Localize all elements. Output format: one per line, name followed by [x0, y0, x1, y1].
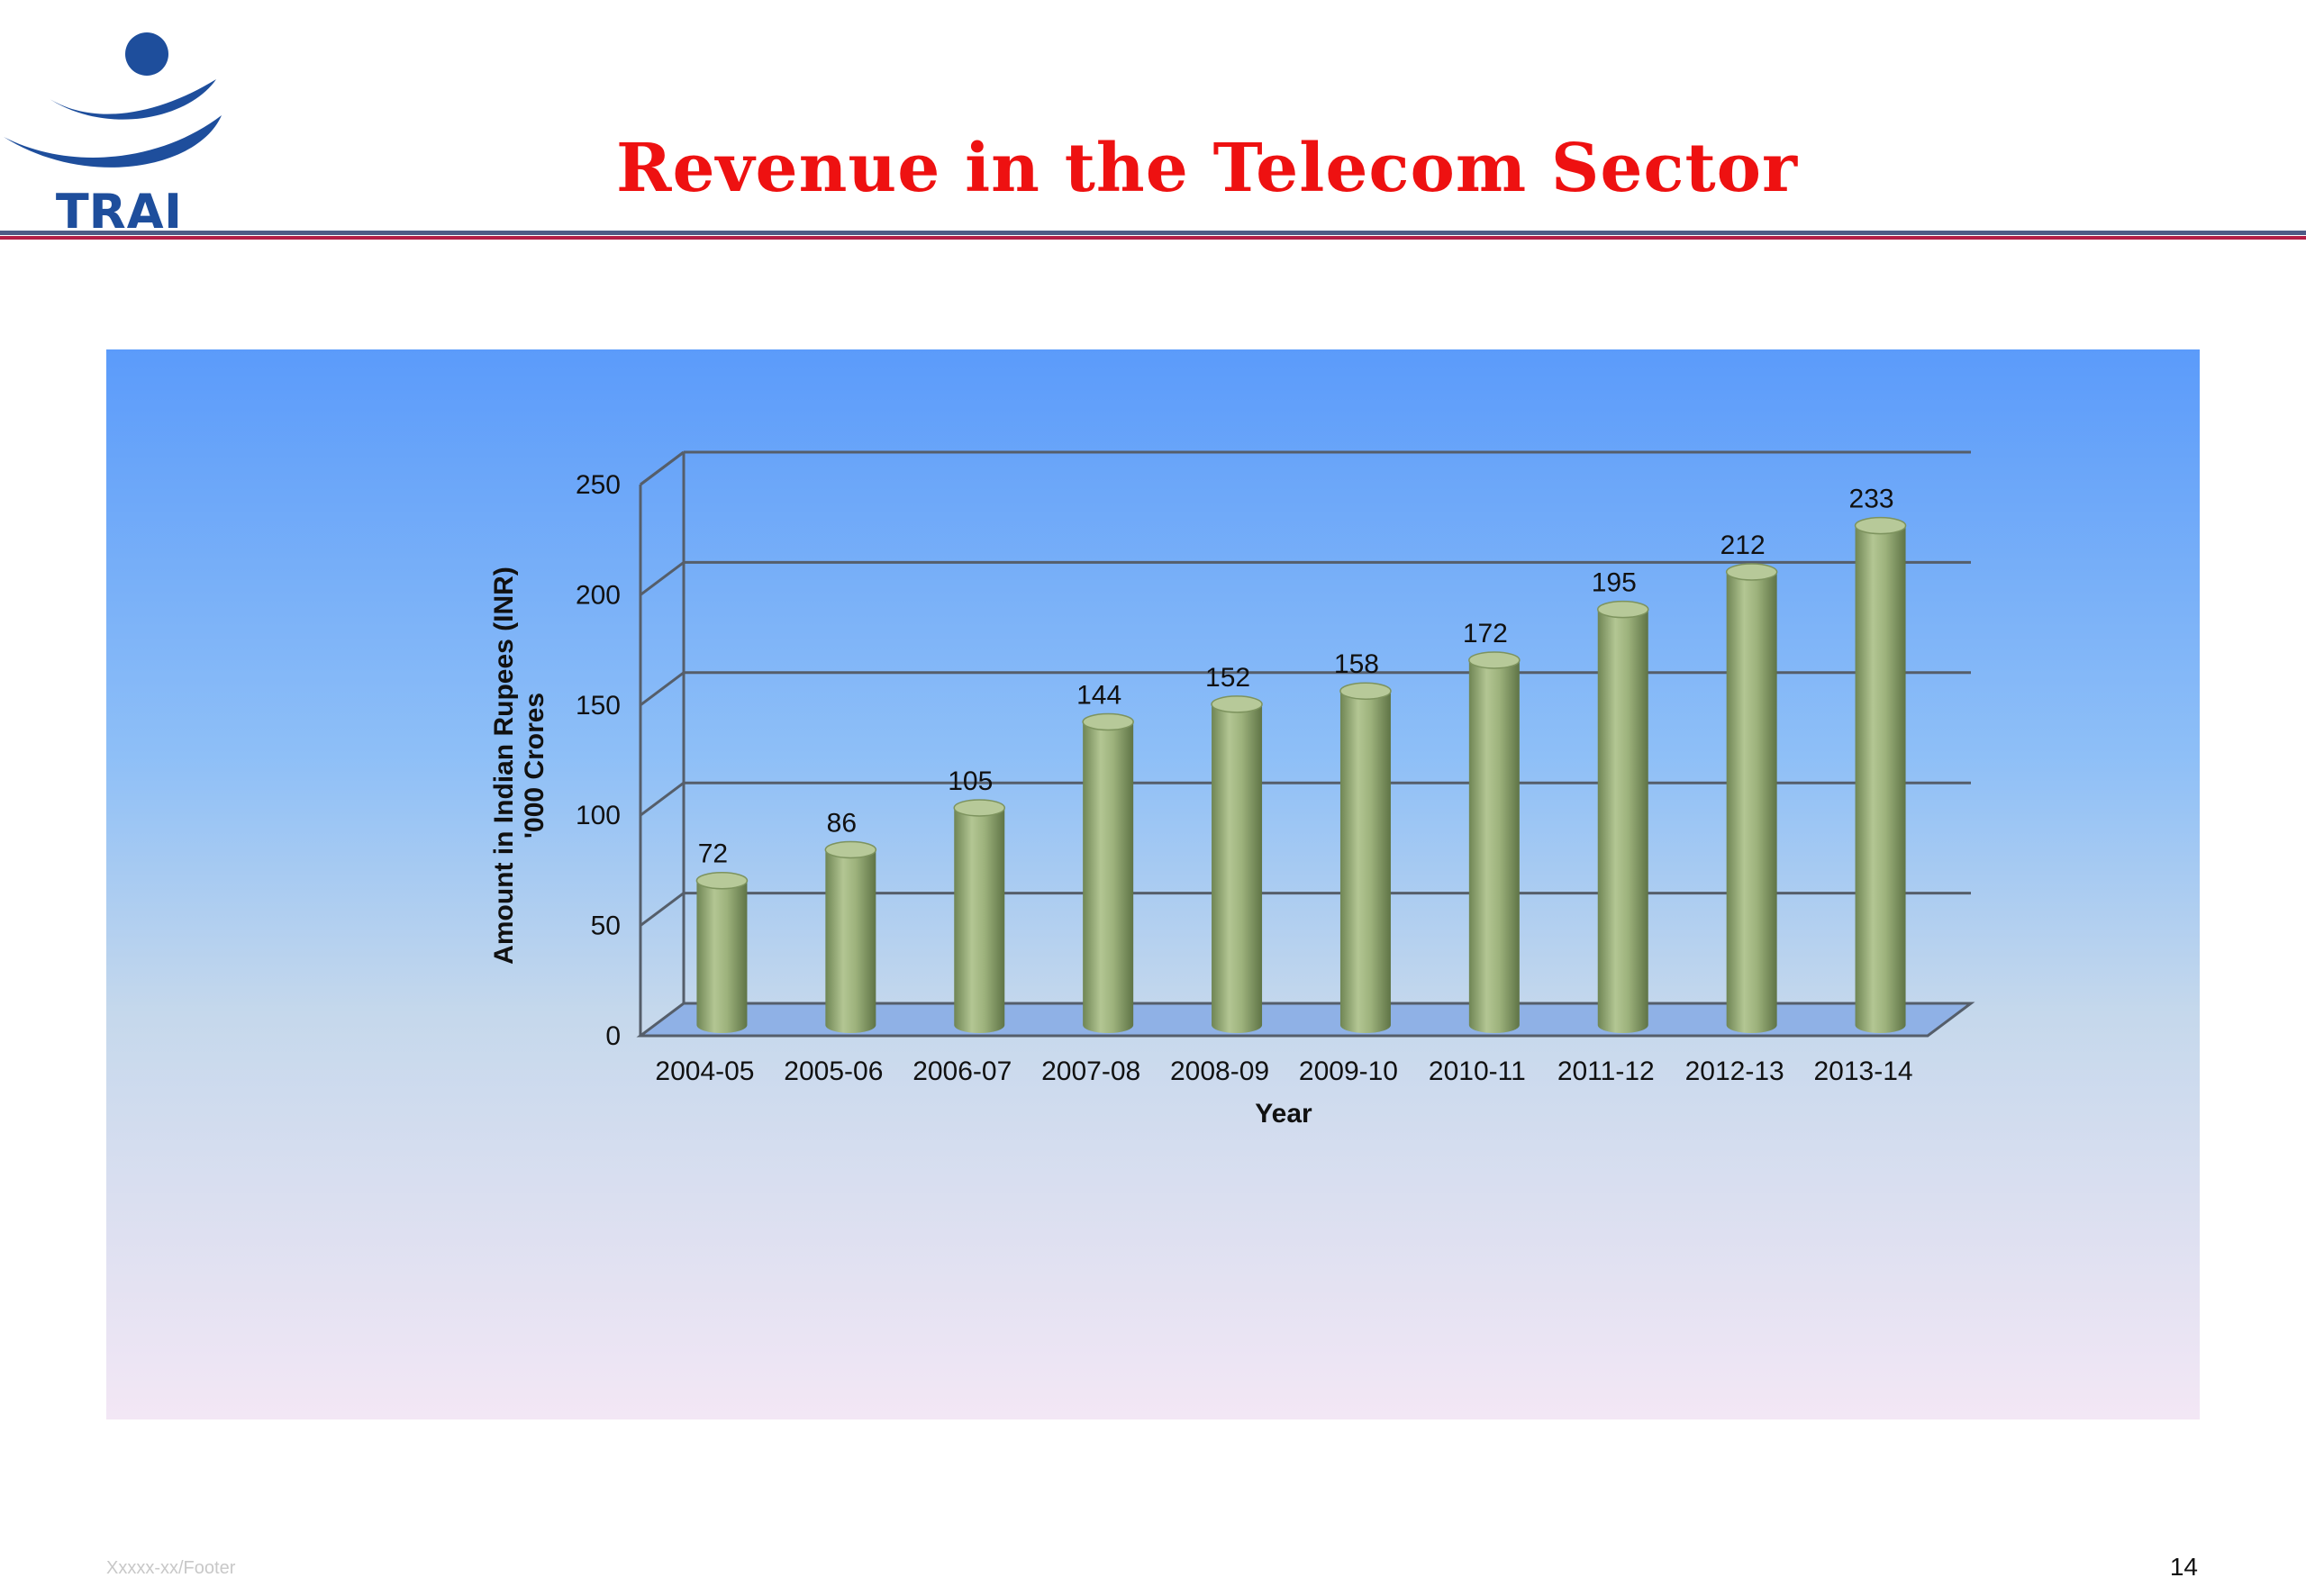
data-label: 233	[1849, 485, 1894, 514]
data-label: 105	[948, 766, 993, 796]
data-label: 172	[1463, 619, 1508, 648]
bar-body	[1468, 659, 1520, 1033]
y-axis-title: Amount in Indian Rupees (INR)	[489, 567, 519, 965]
x-tick-label: 2007-08	[1041, 1056, 1140, 1086]
bar	[1468, 651, 1521, 1033]
bar-body	[1212, 703, 1263, 1033]
bar-body	[1597, 609, 1648, 1033]
bar-top	[1468, 651, 1521, 669]
title-divider	[0, 231, 2306, 243]
data-label: 158	[1334, 649, 1379, 679]
bar	[953, 799, 1005, 1033]
data-label: 195	[1592, 568, 1637, 598]
y-axis	[639, 450, 685, 1036]
bars	[695, 516, 1907, 1033]
logo-text: TRAI	[56, 184, 182, 228]
data-label: 212	[1720, 530, 1766, 560]
data-label: 86	[827, 808, 857, 838]
x-tick-label: 2012-13	[1685, 1056, 1784, 1086]
y-tick-label: 50	[591, 911, 621, 941]
y-tick-label: 0	[605, 1021, 621, 1051]
bar-body	[1726, 572, 1777, 1033]
x-tick-label: 2013-14	[1813, 1056, 1912, 1086]
bar	[1597, 600, 1649, 1033]
bar-top	[1082, 712, 1134, 731]
gridline-diag	[640, 892, 685, 927]
bar-body	[1339, 691, 1391, 1033]
bar	[1339, 682, 1392, 1033]
bar	[695, 871, 749, 1033]
data-label: 152	[1205, 663, 1250, 693]
bar-body	[954, 807, 1005, 1033]
bar-top	[1725, 563, 1778, 581]
bar	[1725, 563, 1778, 1033]
logo-upper-wave	[47, 79, 216, 120]
bar-top	[953, 799, 1005, 817]
gridline-diag	[640, 671, 685, 706]
x-axis-title: Year	[1255, 1099, 1312, 1129]
bar-top	[824, 840, 877, 859]
bar-body	[825, 849, 876, 1033]
data-label: 144	[1076, 680, 1121, 710]
bar	[1211, 695, 1263, 1033]
bar-chart: 72 86 105 144 152 158 172 195 212 233 0 50 100 150 20…	[489, 450, 1975, 1129]
page-number: 14	[2169, 1553, 2198, 1581]
x-tick-label: 2006-07	[912, 1056, 1012, 1086]
logo-lower-wave	[4, 115, 222, 168]
y-tick-label: 150	[576, 691, 621, 721]
x-tick-label: 2008-09	[1170, 1056, 1269, 1086]
chart-panel: 72 86 105 144 152 158 172 195 212 233 0 50 100 150 20…	[106, 349, 2200, 1419]
y-tick-label: 100	[576, 801, 621, 830]
bar	[1854, 516, 1907, 1033]
y-axis-top-diag	[640, 450, 685, 486]
bar-top	[1211, 695, 1263, 713]
x-tick-label: 2005-06	[784, 1056, 883, 1086]
trai-logo: TRAI	[4, 32, 222, 228]
bar-body	[1083, 721, 1134, 1033]
footer-text: Xxxxx-xx/Footer	[106, 1558, 236, 1578]
y-axis-title-line2: '000 Crores	[520, 693, 549, 839]
x-tick-label: 2011-12	[1557, 1056, 1655, 1086]
bar-top	[1597, 600, 1649, 619]
bar	[1082, 712, 1134, 1033]
x-tick-labels: 2004-05 2005-06 2006-07 2007-08 2008-09 2009-…	[655, 1056, 1912, 1086]
data-labels: 72 86 105 144 152 158 172 195 212 233	[698, 485, 1894, 869]
gridline-diag	[640, 561, 685, 596]
y-tick-label: 250	[576, 470, 621, 500]
bar-top	[1854, 516, 1907, 535]
slide-title: Revenue in the Telecom Sector	[615, 130, 1799, 207]
x-tick-label: 2010-11	[1429, 1056, 1526, 1086]
x-tick-label: 2009-10	[1299, 1056, 1398, 1086]
bar-top	[695, 871, 749, 890]
data-label: 72	[698, 839, 728, 869]
bar-top	[1339, 682, 1392, 700]
gridline-diag	[640, 782, 685, 817]
bar-body	[1855, 525, 1906, 1033]
y-tick-labels: 0 50 100 150 200 250	[576, 470, 621, 1051]
logo-head-dot	[125, 32, 168, 76]
x-tick-label: 2004-05	[655, 1056, 754, 1086]
y-tick-label: 200	[576, 580, 621, 610]
bar	[824, 840, 877, 1033]
bar-body	[696, 880, 748, 1033]
